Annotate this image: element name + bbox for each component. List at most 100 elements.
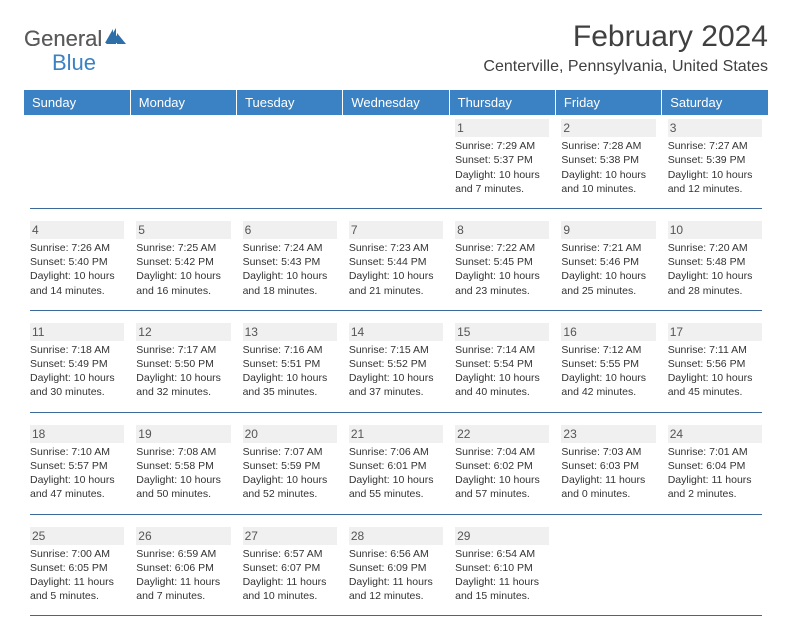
sunrise-line: Sunrise: 7:21 AM: [561, 241, 655, 255]
week-row: 4Sunrise: 7:26 AMSunset: 5:40 PMDaylight…: [24, 217, 768, 306]
sunset-line: Sunset: 5:55 PM: [561, 357, 655, 371]
daylight-line-1: Daylight: 10 hours: [561, 269, 655, 283]
week-row: 11Sunrise: 7:18 AMSunset: 5:49 PMDayligh…: [24, 319, 768, 408]
daylight-line-2: and 37 minutes.: [349, 385, 443, 399]
daylight-line-1: Daylight: 10 hours: [243, 371, 337, 385]
sunset-line: Sunset: 5:54 PM: [455, 357, 549, 371]
sunrise-line: Sunrise: 7:06 AM: [349, 445, 443, 459]
sunrise-line: Sunrise: 7:18 AM: [30, 343, 124, 357]
daylight-line-1: Daylight: 10 hours: [668, 269, 762, 283]
day-header-saturday: Saturday: [662, 90, 768, 115]
day-number: 25: [30, 527, 124, 545]
daylight-line-2: and 28 minutes.: [668, 284, 762, 298]
daylight-line-1: Daylight: 11 hours: [136, 575, 230, 589]
day-number: 26: [136, 527, 230, 545]
daylight-line-2: and 16 minutes.: [136, 284, 230, 298]
day-number: 17: [668, 323, 762, 341]
daylight-line-1: Daylight: 10 hours: [349, 269, 443, 283]
day-number: 24: [668, 425, 762, 443]
daylight-line-2: and 50 minutes.: [136, 487, 230, 501]
sunrise-line: Sunrise: 7:20 AM: [668, 241, 762, 255]
day-cell: 4Sunrise: 7:26 AMSunset: 5:40 PMDaylight…: [24, 217, 130, 306]
day-cell: [237, 115, 343, 204]
day-cell: 12Sunrise: 7:17 AMSunset: 5:50 PMDayligh…: [130, 319, 236, 408]
day-cell: 8Sunrise: 7:22 AMSunset: 5:45 PMDaylight…: [449, 217, 555, 306]
sunset-line: Sunset: 6:03 PM: [561, 459, 655, 473]
daylight-line-2: and 2 minutes.: [668, 487, 762, 501]
day-number: 18: [30, 425, 124, 443]
day-number: 13: [243, 323, 337, 341]
day-number: 28: [349, 527, 443, 545]
day-cell: 21Sunrise: 7:06 AMSunset: 6:01 PMDayligh…: [343, 421, 449, 510]
day-header-sunday: Sunday: [24, 90, 130, 115]
daylight-line-1: Daylight: 10 hours: [561, 371, 655, 385]
daylight-line-1: Daylight: 11 hours: [668, 473, 762, 487]
day-number: 7: [349, 221, 443, 239]
sunset-line: Sunset: 5:37 PM: [455, 153, 549, 167]
day-cell: 25Sunrise: 7:00 AMSunset: 6:05 PMDayligh…: [24, 523, 130, 612]
day-cell: 27Sunrise: 6:57 AMSunset: 6:07 PMDayligh…: [237, 523, 343, 612]
day-cell: 9Sunrise: 7:21 AMSunset: 5:46 PMDaylight…: [555, 217, 661, 306]
daylight-line-1: Daylight: 11 hours: [30, 575, 124, 589]
daylight-line-1: Daylight: 10 hours: [136, 473, 230, 487]
sunrise-line: Sunrise: 7:16 AM: [243, 343, 337, 357]
logo-word-2: Blue: [52, 50, 96, 76]
daylight-line-1: Daylight: 10 hours: [243, 473, 337, 487]
daylight-line-1: Daylight: 10 hours: [455, 371, 549, 385]
daylight-line-1: Daylight: 10 hours: [668, 371, 762, 385]
day-cell: 28Sunrise: 6:56 AMSunset: 6:09 PMDayligh…: [343, 523, 449, 612]
day-number: 15: [455, 323, 549, 341]
daylight-line-2: and 10 minutes.: [561, 182, 655, 196]
day-number: 1: [455, 119, 549, 137]
sunrise-line: Sunrise: 6:56 AM: [349, 547, 443, 561]
daylight-line-1: Daylight: 10 hours: [668, 168, 762, 182]
day-number: 22: [455, 425, 549, 443]
sunrise-line: Sunrise: 7:29 AM: [455, 139, 549, 153]
day-number: 9: [561, 221, 655, 239]
daylight-line-1: Daylight: 10 hours: [136, 371, 230, 385]
day-number: 4: [30, 221, 124, 239]
day-cell: [130, 115, 236, 204]
daylight-line-2: and 21 minutes.: [349, 284, 443, 298]
daylight-line-1: Daylight: 10 hours: [455, 168, 549, 182]
daylight-line-1: Daylight: 10 hours: [30, 371, 124, 385]
day-cell: 18Sunrise: 7:10 AMSunset: 5:57 PMDayligh…: [24, 421, 130, 510]
daylight-line-2: and 23 minutes.: [455, 284, 549, 298]
day-header-tuesday: Tuesday: [237, 90, 343, 115]
sunset-line: Sunset: 5:59 PM: [243, 459, 337, 473]
daylight-line-2: and 12 minutes.: [668, 182, 762, 196]
sunrise-line: Sunrise: 7:15 AM: [349, 343, 443, 357]
sunrise-line: Sunrise: 7:27 AM: [668, 139, 762, 153]
daylight-line-2: and 7 minutes.: [455, 182, 549, 196]
sunrise-line: Sunrise: 7:08 AM: [136, 445, 230, 459]
day-number: 6: [243, 221, 337, 239]
sunrise-line: Sunrise: 7:22 AM: [455, 241, 549, 255]
sunset-line: Sunset: 5:39 PM: [668, 153, 762, 167]
daylight-line-1: Daylight: 10 hours: [136, 269, 230, 283]
daylight-line-2: and 57 minutes.: [455, 487, 549, 501]
sunrise-line: Sunrise: 7:25 AM: [136, 241, 230, 255]
daylight-line-2: and 52 minutes.: [243, 487, 337, 501]
sunset-line: Sunset: 6:02 PM: [455, 459, 549, 473]
sunset-line: Sunset: 5:40 PM: [30, 255, 124, 269]
daylight-line-2: and 30 minutes.: [30, 385, 124, 399]
title-block: February 2024 Centerville, Pennsylvania,…: [483, 20, 768, 76]
day-cell: 26Sunrise: 6:59 AMSunset: 6:06 PMDayligh…: [130, 523, 236, 612]
sunrise-line: Sunrise: 7:03 AM: [561, 445, 655, 459]
day-cell: 7Sunrise: 7:23 AMSunset: 5:44 PMDaylight…: [343, 217, 449, 306]
day-cell: 24Sunrise: 7:01 AMSunset: 6:04 PMDayligh…: [662, 421, 768, 510]
day-number: 19: [136, 425, 230, 443]
daylight-line-2: and 12 minutes.: [349, 589, 443, 603]
daylight-line-1: Daylight: 11 hours: [561, 473, 655, 487]
week-separator: [24, 306, 768, 319]
sunset-line: Sunset: 5:49 PM: [30, 357, 124, 371]
sunset-line: Sunset: 6:04 PM: [668, 459, 762, 473]
daylight-line-2: and 15 minutes.: [455, 589, 549, 603]
daylight-line-2: and 5 minutes.: [30, 589, 124, 603]
daylight-line-2: and 45 minutes.: [668, 385, 762, 399]
sunset-line: Sunset: 5:50 PM: [136, 357, 230, 371]
sunrise-line: Sunrise: 7:04 AM: [455, 445, 549, 459]
day-number: 20: [243, 425, 337, 443]
sunrise-line: Sunrise: 7:07 AM: [243, 445, 337, 459]
location-subtitle: Centerville, Pennsylvania, United States: [483, 58, 768, 76]
